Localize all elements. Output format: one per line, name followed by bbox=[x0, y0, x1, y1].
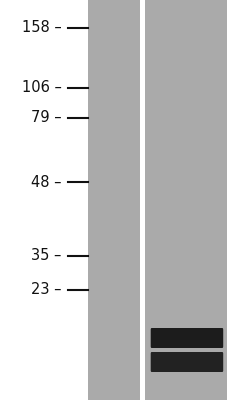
Bar bbox=[140, 0, 144, 400]
Text: 23 –: 23 – bbox=[31, 282, 61, 298]
Bar bbox=[87, 0, 140, 400]
Text: 106 –: 106 – bbox=[22, 80, 61, 96]
Text: 48 –: 48 – bbox=[31, 174, 61, 190]
Text: 35 –: 35 – bbox=[31, 248, 61, 264]
Bar bbox=[144, 0, 227, 400]
FancyBboxPatch shape bbox=[150, 352, 222, 372]
FancyBboxPatch shape bbox=[150, 328, 222, 348]
Text: 158 –: 158 – bbox=[22, 20, 61, 36]
Text: 79 –: 79 – bbox=[31, 110, 61, 126]
